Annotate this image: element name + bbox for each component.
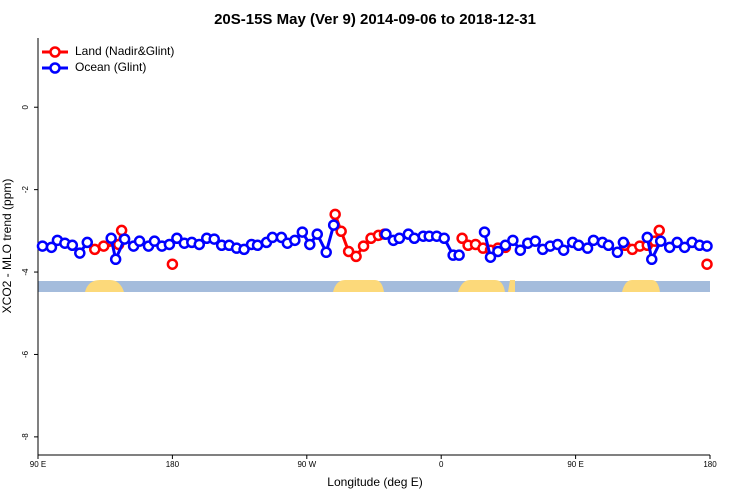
y-axis-label: XCO2 - MLO trend (ppm) — [0, 179, 14, 314]
point — [193, 238, 206, 251]
point — [456, 232, 468, 245]
land-strip — [622, 280, 660, 292]
point — [118, 233, 131, 245]
point — [408, 232, 421, 245]
point — [393, 232, 406, 245]
point — [701, 258, 713, 270]
point — [148, 235, 161, 247]
x-axis-label: Longitude (deg E) — [327, 475, 422, 489]
point — [581, 242, 594, 254]
point — [380, 228, 392, 240]
point — [45, 241, 58, 254]
point — [36, 240, 49, 252]
point — [109, 253, 122, 266]
point — [88, 243, 101, 256]
point — [653, 224, 665, 237]
x-tick-label: 90 E — [567, 460, 583, 469]
y-tick-label: -2 — [21, 186, 30, 194]
point — [320, 246, 332, 259]
point — [499, 239, 512, 252]
point — [557, 244, 570, 256]
land-strip — [458, 280, 505, 292]
point — [507, 234, 519, 247]
point — [296, 226, 309, 238]
point — [105, 232, 117, 245]
y-tick-label: -6 — [21, 350, 30, 358]
point — [163, 238, 176, 251]
point — [617, 236, 630, 249]
land-strip — [333, 280, 384, 292]
x-tick-label: 180 — [166, 460, 180, 469]
point — [97, 240, 110, 252]
point — [453, 249, 465, 261]
x-tick-label: 0 — [439, 460, 444, 469]
point — [304, 238, 316, 251]
point — [611, 246, 624, 259]
point — [171, 232, 183, 245]
point — [66, 239, 79, 252]
land-strip — [508, 280, 515, 292]
x-tick-label: 90 E — [30, 460, 46, 469]
x-tick-label: 90 W — [297, 460, 316, 469]
point — [587, 234, 600, 247]
point — [329, 208, 341, 221]
point — [572, 239, 585, 252]
point — [327, 219, 340, 231]
point — [663, 241, 676, 254]
point — [289, 234, 301, 247]
surface-strip — [38, 280, 710, 292]
point — [514, 244, 527, 256]
x-tick-label: 180 — [703, 460, 717, 469]
point — [438, 232, 450, 245]
point — [208, 233, 220, 245]
point — [529, 235, 542, 247]
point — [81, 236, 94, 249]
point — [484, 251, 497, 263]
point — [311, 228, 324, 240]
point — [492, 245, 504, 258]
point — [602, 239, 615, 252]
point — [251, 239, 264, 252]
point — [335, 225, 347, 238]
point — [238, 243, 250, 256]
point — [654, 235, 667, 247]
point — [342, 245, 355, 258]
point — [166, 258, 179, 270]
point — [350, 250, 362, 263]
legend-marker — [49, 46, 61, 58]
point — [478, 226, 491, 238]
point — [357, 240, 370, 252]
land-strip — [85, 280, 124, 292]
legend-label: Land (Nadir&Glint) — [75, 44, 174, 58]
point — [701, 240, 713, 252]
point — [646, 253, 658, 266]
chart-title: 20S-15S May (Ver 9) 2014-09-06 to 2018-1… — [214, 11, 536, 28]
point — [678, 241, 691, 254]
point — [671, 236, 683, 249]
point — [74, 247, 86, 259]
y-tick-label: -8 — [21, 433, 30, 441]
y-tick-label: 0 — [21, 104, 30, 109]
y-tick-label: -4 — [21, 268, 30, 276]
point — [133, 235, 146, 247]
point — [266, 231, 279, 244]
legend-marker — [49, 62, 61, 74]
legend-label: Ocean (Glint) — [75, 60, 146, 74]
point — [641, 231, 654, 244]
